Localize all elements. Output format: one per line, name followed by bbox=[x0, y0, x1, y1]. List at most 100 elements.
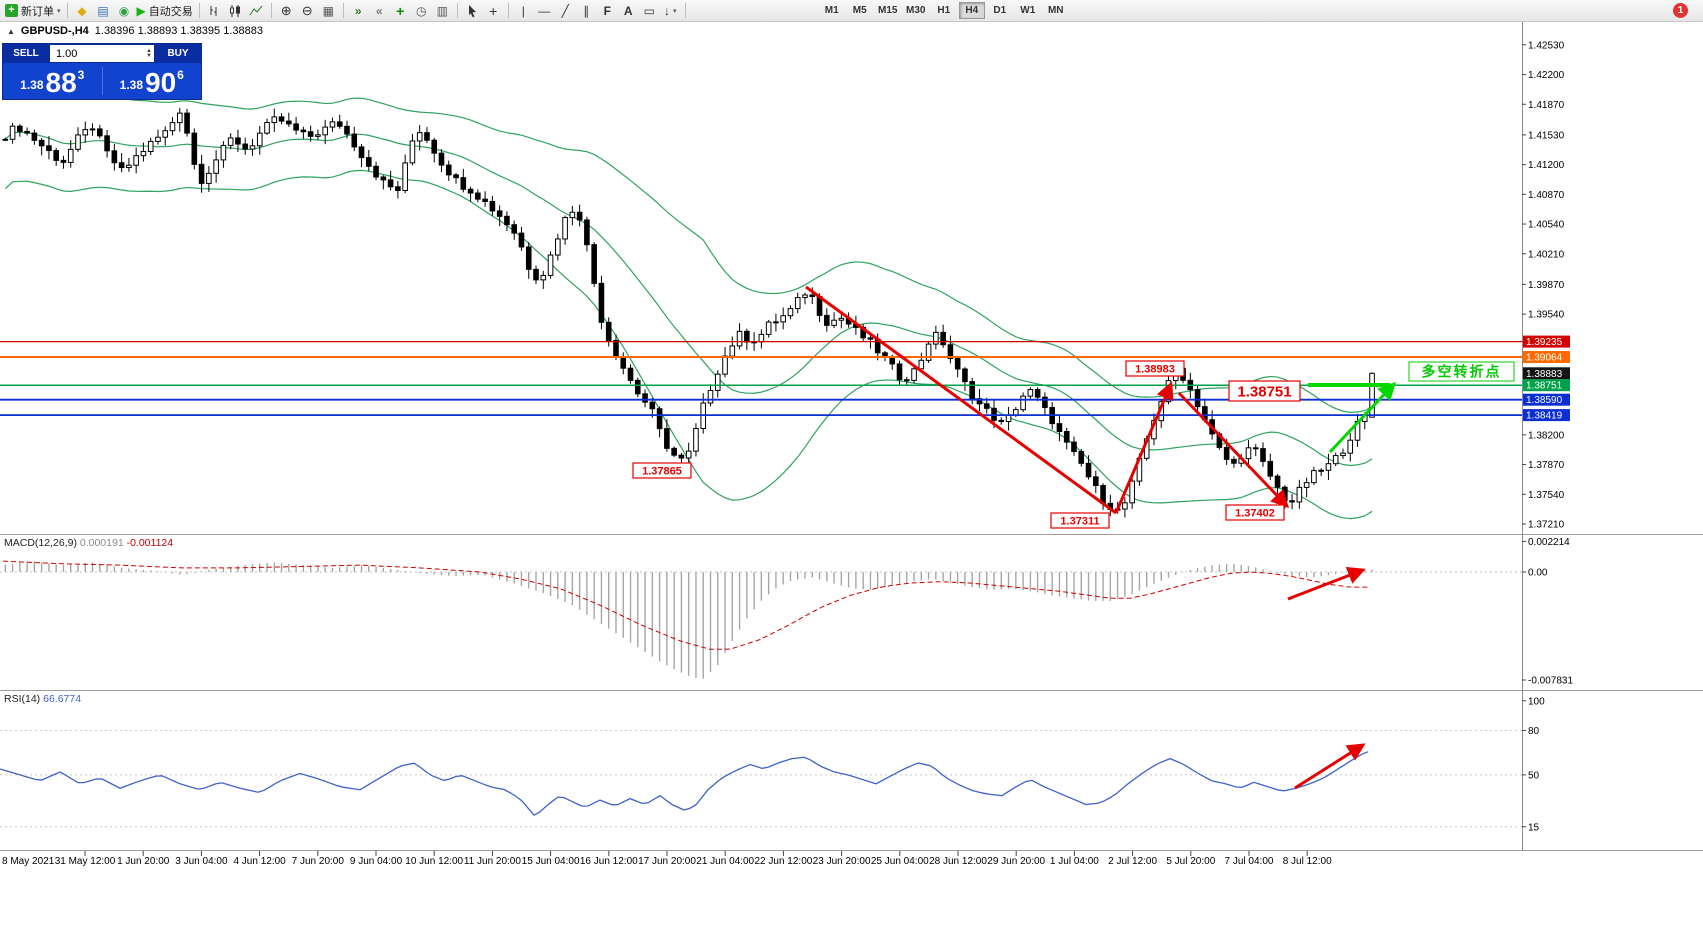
sell-button[interactable]: SELL bbox=[3, 44, 49, 63]
timeframe-h1-button[interactable]: H1 bbox=[931, 2, 957, 19]
price-annotation-box[interactable] bbox=[1050, 512, 1110, 529]
price-annotation-label[interactable]: 1.37865 bbox=[642, 465, 682, 477]
equidistant-channel-button[interactable]: ∥ bbox=[576, 1, 597, 20]
candle-body bbox=[714, 373, 721, 391]
price-annotation-box[interactable] bbox=[1125, 360, 1185, 377]
candle-body bbox=[126, 164, 132, 169]
horizontal-line-button[interactable]: — bbox=[534, 1, 555, 20]
price-annotation-label[interactable]: 1.38751 bbox=[1237, 383, 1291, 400]
candle-body bbox=[1013, 409, 1019, 416]
candle-body bbox=[736, 330, 743, 347]
timeframe-w1-button[interactable]: W1 bbox=[1015, 2, 1041, 19]
timeframe-mn-button[interactable]: MN bbox=[1043, 2, 1069, 19]
price-annotation-box[interactable] bbox=[1225, 504, 1285, 521]
spinner-up-icon[interactable]: ▲ bbox=[146, 47, 152, 54]
timeframe-d1-button[interactable]: D1 bbox=[987, 2, 1013, 19]
candle-body bbox=[373, 165, 379, 178]
trend-arrow[interactable] bbox=[805, 285, 1117, 515]
time-axis-label: 16 Jun 12:00 bbox=[580, 856, 638, 867]
candle-body bbox=[24, 130, 30, 134]
timeframe-m5-button[interactable]: M5 bbox=[847, 2, 873, 19]
price-axis-label: 1.40870 bbox=[1528, 190, 1565, 201]
collapse-panel-icon[interactable]: ▲ bbox=[7, 26, 15, 36]
candle-body bbox=[1194, 389, 1201, 408]
chart-ohlc: 1.38396 1.38893 1.38395 1.38883 bbox=[94, 25, 263, 37]
candle-body bbox=[649, 401, 656, 410]
rsi-axis-label: 80 bbox=[1528, 726, 1540, 737]
price-tag-label: 1.38419 bbox=[1526, 411, 1563, 422]
candle-body bbox=[395, 186, 401, 192]
notification-badge[interactable]: 1 bbox=[1673, 3, 1688, 18]
cursor-button[interactable] bbox=[462, 1, 483, 20]
macd-up-arrow[interactable] bbox=[1287, 567, 1366, 601]
zoom-in-button[interactable]: ⊕ bbox=[276, 1, 297, 20]
breakout-arrow[interactable] bbox=[1328, 381, 1397, 454]
candlestick-chart-button[interactable] bbox=[225, 1, 246, 20]
price-annotation-label[interactable]: 1.37311 bbox=[1060, 515, 1099, 527]
time-axis-label: 25 Jun 04:00 bbox=[871, 856, 929, 867]
candle-body bbox=[475, 192, 481, 200]
candle-body bbox=[249, 145, 256, 150]
autotrading-button[interactable]: ▶ 自动交易 bbox=[135, 1, 195, 20]
price-axis-label: 1.40210 bbox=[1528, 249, 1565, 260]
indicators-button[interactable]: + bbox=[390, 1, 411, 20]
arrows-button[interactable]: ↓ ▾ bbox=[660, 1, 681, 20]
auto-scroll-button[interactable]: » bbox=[348, 1, 369, 20]
text-button[interactable]: A bbox=[618, 1, 639, 20]
navigator-button[interactable]: ◉ bbox=[114, 1, 135, 20]
timeframe-m30-button[interactable]: M30 bbox=[903, 2, 929, 19]
candle-body bbox=[911, 368, 917, 381]
price-annotation-box[interactable] bbox=[1228, 380, 1301, 402]
volume-field[interactable]: 1.00 ▲ ▼ bbox=[49, 44, 155, 63]
candle-body bbox=[1056, 423, 1063, 432]
candle-body bbox=[293, 123, 299, 131]
candle-body bbox=[983, 403, 990, 409]
candle-body bbox=[380, 176, 387, 181]
spinner-down-icon[interactable]: ▼ bbox=[146, 52, 152, 59]
timeframe-m1-button[interactable]: M1 bbox=[819, 2, 845, 19]
timeframe-h4-button[interactable]: H4 bbox=[958, 2, 985, 19]
candle-body bbox=[1282, 486, 1288, 502]
bar-chart-button[interactable] bbox=[204, 1, 225, 20]
new-order-button[interactable]: + 新订单 ▾ bbox=[3, 1, 63, 20]
trendline-button[interactable]: ╱ bbox=[555, 1, 576, 20]
time-axis-label: 28 Jun 12:00 bbox=[929, 856, 987, 867]
chart-shift-button[interactable]: « bbox=[369, 1, 390, 20]
candle-body bbox=[82, 129, 89, 136]
price-annotation-box[interactable] bbox=[632, 462, 692, 479]
tile-windows-button[interactable]: ▦ bbox=[318, 1, 339, 20]
trend-arrow[interactable] bbox=[1114, 381, 1174, 514]
time-axis-label: 29 Jun 20:00 bbox=[987, 856, 1045, 867]
candle-body bbox=[162, 130, 169, 138]
periods-button[interactable]: ◷ bbox=[411, 1, 432, 20]
market-watch-button[interactable]: ▤ bbox=[93, 1, 114, 20]
trend-arrow[interactable] bbox=[1177, 391, 1290, 509]
price-annotation-label[interactable]: 1.37402 bbox=[1235, 507, 1275, 519]
templates-button[interactable]: ▥ bbox=[432, 1, 453, 20]
candle-body bbox=[758, 333, 765, 343]
turning-point-label[interactable]: 多空转折点 bbox=[1422, 364, 1502, 380]
candle-body bbox=[889, 356, 896, 365]
text-label-button[interactable]: ▭ bbox=[639, 1, 660, 20]
zoom-in-icon: ⊕ bbox=[280, 3, 292, 18]
chevron-down-icon: ▾ bbox=[57, 7, 61, 15]
zoom-out-button[interactable]: ⊖ bbox=[297, 1, 318, 20]
turning-point-box[interactable] bbox=[1408, 361, 1515, 382]
price-annotation-label[interactable]: 1.38983 bbox=[1135, 363, 1175, 375]
crosshair-button[interactable]: + bbox=[483, 1, 504, 20]
candle-body bbox=[438, 152, 445, 166]
buy-button[interactable]: BUY bbox=[155, 44, 201, 63]
candle-body bbox=[954, 357, 961, 370]
fibonacci-button[interactable]: F bbox=[597, 1, 618, 20]
toolbar-separator bbox=[456, 3, 458, 18]
sell-price-display[interactable]: 1.38 88 3 bbox=[3, 63, 102, 99]
timeframe-m15-button[interactable]: M15 bbox=[875, 2, 901, 19]
buy-price-display[interactable]: 1.38 90 6 bbox=[103, 63, 202, 99]
line-chart-button[interactable] bbox=[246, 1, 267, 20]
rsi-up-arrow[interactable] bbox=[1294, 743, 1366, 790]
text-label-icon: ▭ bbox=[643, 3, 655, 18]
vertical-line-button[interactable]: | bbox=[513, 1, 534, 20]
candle-body bbox=[794, 297, 801, 310]
volume-spinner[interactable]: ▲ ▼ bbox=[146, 47, 152, 59]
charts-profile-button[interactable]: ◆ bbox=[72, 1, 93, 20]
